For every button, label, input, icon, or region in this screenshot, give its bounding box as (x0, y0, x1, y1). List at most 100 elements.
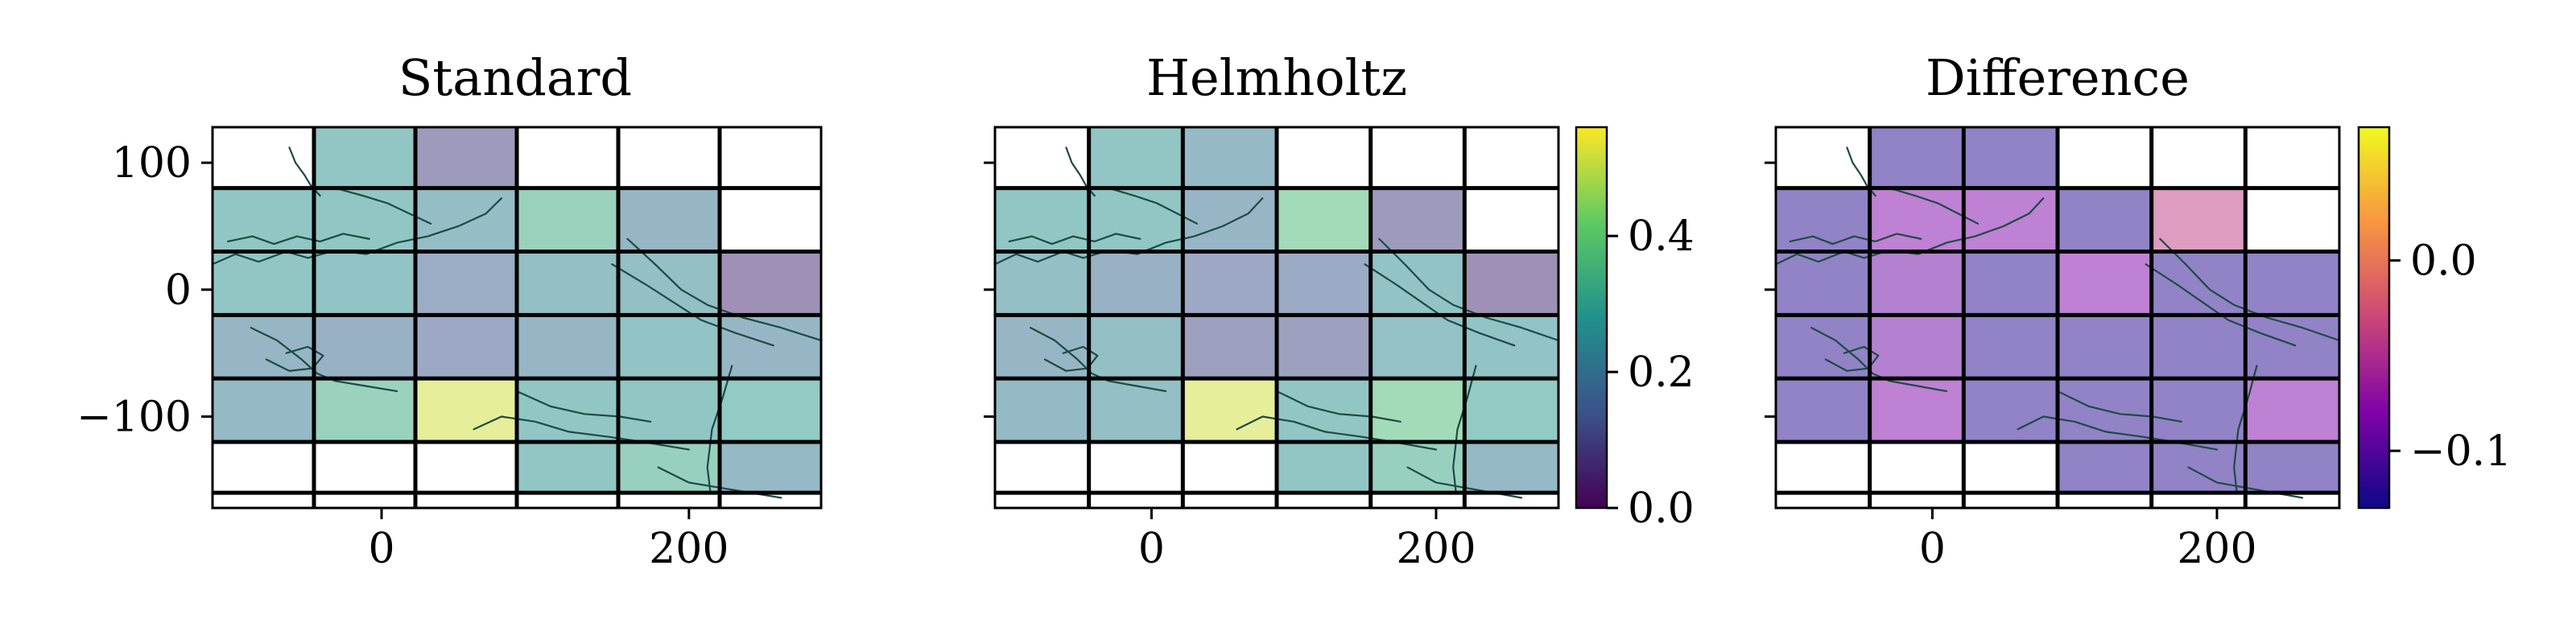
heatmap-cell (1464, 378, 1558, 443)
colorbar-tick-label: 0.0 (2410, 237, 2477, 286)
heatmap-cell (1370, 188, 1465, 252)
heatmap-cell (213, 378, 314, 443)
heatmap-cell (517, 127, 618, 188)
x-tick-label: 200 (1396, 525, 1476, 573)
plot-frame (211, 126, 823, 510)
y-tick-label: −100 (76, 393, 192, 441)
heatmap-cell (995, 315, 1089, 379)
panel-helmholtz: Helmholtz 0 200 0.0 0.2 0.4 (984, 48, 1695, 573)
heatmap-cell (1277, 188, 1371, 252)
heatmap-cell (1776, 127, 1870, 188)
heatmap-cell (2245, 251, 2339, 316)
heatmap-cells (1776, 127, 2339, 493)
heatmap-cell (720, 442, 821, 493)
x-tick-label: 0 (368, 525, 394, 573)
colorbar: 0.0 0.2 0.4 (1575, 126, 1695, 533)
heatmap-cell (1464, 251, 1558, 316)
heatmap-cell (314, 251, 415, 316)
coastline-path (1043, 345, 1099, 372)
heatmap-cell (2058, 127, 2152, 188)
heatmap-cell (1776, 315, 1870, 379)
heatmap-cell (995, 127, 1089, 188)
heatmap-cell (1963, 442, 2058, 493)
heatmap-cell (2151, 378, 2246, 443)
coastline-path (1452, 365, 1477, 494)
heatmap-cell (1869, 315, 1964, 379)
heatmap-cell (618, 127, 720, 188)
coastline-path (2159, 237, 2341, 341)
heatmap-cell (1088, 188, 1183, 252)
coastline-path (1008, 233, 1141, 246)
coastline-path (626, 237, 823, 341)
heatmap-cell (314, 127, 415, 188)
plot-frame (1774, 126, 2341, 510)
heatmap-cells (995, 127, 1558, 493)
heatmap-cell (314, 315, 415, 379)
coastline-path (226, 233, 370, 246)
heatmap-cell (618, 251, 720, 316)
heatmap-cell (517, 315, 618, 379)
colorbar-tick-label: 0.4 (1628, 213, 1695, 261)
heatmap-cell (1464, 442, 1558, 493)
heatmap-cell (2151, 251, 2246, 316)
x-tick-label: 200 (649, 525, 729, 573)
panel-difference: Difference 0 200 0.0 −0.1 (1765, 48, 2512, 573)
heatmap-cell (2245, 442, 2339, 493)
coastline-path (2056, 390, 2182, 423)
heatmap-cell (1869, 188, 1964, 252)
heatmap-cell (1776, 442, 1870, 493)
heatmap-cell (1277, 442, 1371, 493)
coastline-path (515, 390, 652, 423)
coastline-path (706, 365, 733, 494)
y-tick-label: 100 (112, 139, 192, 188)
heatmap-cell (2151, 315, 2246, 379)
heatmap-cell (415, 442, 517, 493)
colorbar-tick-label: 0.2 (1628, 349, 1695, 397)
heatmap-cell (1869, 442, 1964, 493)
heatmap-cell (1869, 378, 1964, 443)
colorbar-tick-label: 0.0 (1628, 485, 1695, 533)
heatmap-cell (2151, 188, 2246, 252)
heatmap-cell (1963, 378, 2058, 443)
heatmap-cell (995, 251, 1089, 316)
heatmap-cell (1277, 315, 1371, 379)
heatmap-cell (1776, 378, 1870, 443)
heatmap-cell (1869, 251, 1964, 316)
heatmap-cell (415, 127, 517, 188)
coastline-path (1378, 237, 1560, 341)
coastline-path (1789, 233, 1922, 246)
heatmap-cell (1088, 378, 1183, 443)
heatmap-cell (517, 442, 618, 493)
coastline-path (1275, 390, 1402, 423)
y-axis: 100 0 −100 (76, 139, 213, 441)
heatmap-cell (2245, 127, 2339, 188)
heatmap-cell (1183, 442, 1277, 493)
coastline-path (1364, 263, 1516, 347)
heatmap-cell (1464, 127, 1558, 188)
coastline-path (2233, 365, 2258, 494)
heatmap-cell (2058, 315, 2152, 379)
heatmap-cell (314, 378, 415, 443)
colorbar-gradient (1575, 126, 1608, 510)
heatmap-cell (2058, 251, 2152, 316)
y-axis (984, 161, 995, 418)
coastline-decoration (1774, 147, 2341, 499)
heatmap-cell (2151, 127, 2246, 188)
coastline-path (265, 345, 324, 372)
heatmap-cell (2245, 188, 2339, 252)
heatmap-cell (1963, 251, 2058, 316)
heatmap-cell (1370, 251, 1465, 316)
x-axis: 0 200 (368, 508, 729, 573)
colorbar: 0.0 −0.1 (2357, 126, 2512, 510)
heatmap-cell (415, 378, 517, 443)
x-tick-label: 0 (1919, 525, 1946, 573)
heatmap-cell (517, 188, 618, 252)
heatmap-cell (720, 251, 821, 316)
heatmap-cell (1088, 127, 1183, 188)
heatmap-cell (415, 251, 517, 316)
heatmap-cell (995, 378, 1089, 443)
heatmap-cell (314, 442, 415, 493)
heatmap-cell (1088, 442, 1183, 493)
x-tick-label: 200 (2177, 525, 2256, 573)
